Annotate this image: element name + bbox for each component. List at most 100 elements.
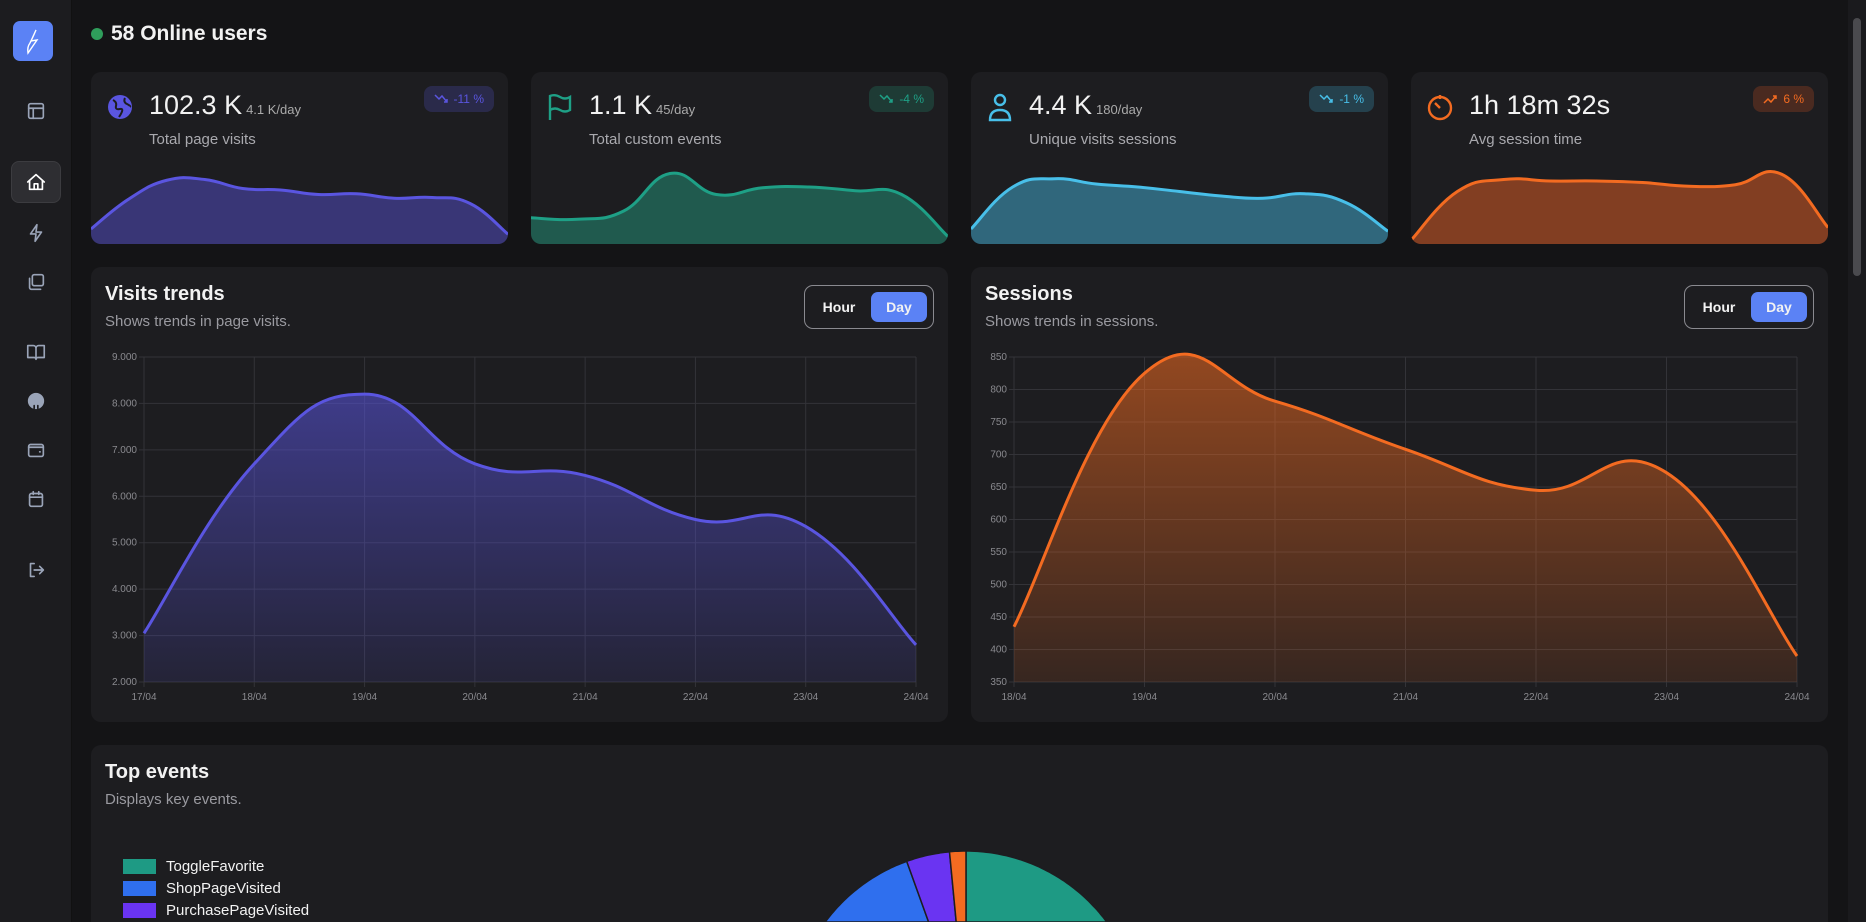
x-tick-label: 24/04 — [903, 692, 928, 703]
stat-per-day: 4.1 K/day — [246, 102, 302, 117]
y-tick-label: 8.000 — [112, 398, 137, 409]
user-icon — [988, 93, 1012, 122]
stat-value-text: 4.4 K — [1029, 90, 1093, 120]
book-icon — [26, 344, 46, 361]
layout-icon — [27, 102, 45, 120]
sidebar-item-docs[interactable] — [11, 331, 61, 373]
hour-button[interactable]: Hour — [1702, 299, 1736, 315]
stat-label: Total page visits — [149, 131, 256, 148]
logo-icon — [27, 29, 39, 55]
x-tick-label: 22/04 — [1523, 692, 1548, 703]
sparkline-line — [91, 176, 508, 236]
stat-value: 102.3 K 4.1 K/day — [149, 90, 301, 121]
visits-trends-card: Visits trends Shows trends in page visit… — [91, 267, 948, 722]
sparkline-line — [971, 177, 1388, 233]
timer-icon — [1427, 95, 1453, 121]
stat-value: 1h 18m 32s — [1469, 90, 1614, 121]
sparkline-area — [91, 177, 508, 244]
app-logo[interactable] — [13, 21, 53, 61]
sidebar-item-wallet[interactable] — [11, 429, 61, 471]
sparkline-area — [971, 178, 1388, 244]
day-button[interactable]: Day — [1751, 292, 1807, 322]
x-tick-label: 18/04 — [242, 692, 267, 703]
x-tick-label: 19/04 — [352, 692, 377, 703]
y-tick-label: 500 — [990, 580, 1007, 591]
calendar-icon — [28, 490, 44, 508]
x-tick-label: 20/04 — [1262, 692, 1287, 703]
stat-per-day: 180/day — [1096, 102, 1143, 117]
sparkline — [1411, 170, 1828, 244]
area-fill — [1014, 354, 1797, 682]
visits-title: Visits trends — [105, 283, 225, 305]
legend-label: PurchasePageVisited — [166, 901, 310, 919]
online-users-text: 58 Online users — [111, 22, 268, 45]
stat-value-text: 1h 18m 32s — [1469, 90, 1611, 120]
change-badge: -1 % — [1309, 86, 1374, 112]
pie-slice — [824, 860, 930, 922]
x-tick-label: 21/04 — [1393, 692, 1418, 703]
stat-card: 1.1 K 45/day Total custom events -4 % — [531, 72, 948, 244]
sparkline-line — [531, 171, 948, 238]
top-events-card: Top events Displays key events. ToggleFa… — [91, 745, 1828, 922]
stat-per-day: 45/day — [656, 102, 696, 117]
sessions-card: Sessions Shows trends in sessions. Hour D… — [971, 267, 1828, 722]
y-tick-label: 600 — [990, 515, 1007, 526]
series-line — [1012, 352, 1799, 657]
legend-label: ShopPageVisited — [166, 879, 281, 897]
online-users: 58 Online users — [91, 22, 267, 46]
trend-down-icon — [1319, 94, 1334, 103]
sparkline — [531, 171, 948, 244]
sidebar-item-logout[interactable] — [11, 549, 61, 591]
x-tick-label: 23/04 — [793, 692, 818, 703]
sidebar-item-github[interactable] — [11, 380, 61, 422]
sessions-subtitle: Shows trends in sessions. — [985, 313, 1159, 330]
scrollbar-thumb[interactable] — [1853, 18, 1861, 276]
sidebar-item-calendar[interactable] — [11, 478, 61, 520]
top-events-title: Top events — [105, 761, 210, 783]
sessions-chart: 350 400 450 500 550 600 650 700 750 800 850 18/04 19… — [990, 352, 1810, 703]
x-tick-label: 21/04 — [573, 692, 598, 703]
visits-range-toggle: Hour Day — [804, 285, 934, 329]
legend-item[interactable]: ToggleFavorite — [123, 855, 309, 877]
online-indicator — [91, 28, 103, 40]
y-tick-label: 2.000 — [112, 677, 137, 688]
change-value: 6 % — [1783, 92, 1804, 106]
sidebar — [0, 0, 72, 922]
x-tick-label: 17/04 — [131, 692, 156, 703]
change-badge: 6 % — [1753, 86, 1814, 112]
home-icon — [26, 173, 46, 191]
series-line — [142, 392, 918, 646]
sidebar-item-events[interactable] — [11, 212, 61, 254]
sparkline-area — [1411, 171, 1828, 244]
change-value: -1 % — [1339, 92, 1364, 106]
sessions-range-toggle: Hour Day — [1684, 285, 1814, 329]
stat-label: Avg session time — [1469, 131, 1583, 148]
y-tick-label: 7.000 — [112, 445, 137, 456]
x-tick-label: 24/04 — [1784, 692, 1809, 703]
legend-item[interactable]: ShopPageVisited — [123, 877, 309, 899]
github-icon — [27, 392, 45, 410]
sidebar-item-layout[interactable] — [11, 90, 61, 132]
x-tick-label: 19/04 — [1132, 692, 1157, 703]
stat-card: 4.4 K 180/day Unique visits sessions -1 % — [971, 72, 1388, 244]
stat-label: Total custom events — [589, 131, 722, 148]
legend-swatch — [123, 858, 156, 874]
lightning-icon — [29, 223, 43, 243]
hour-button[interactable]: Hour — [822, 299, 856, 315]
day-button[interactable]: Day — [871, 292, 927, 322]
y-tick-label: 350 — [990, 677, 1007, 688]
stat-value-text: 1.1 K — [589, 90, 653, 120]
legend-item[interactable]: PurchasePageVisited — [123, 899, 309, 921]
sidebar-item-home[interactable] — [11, 161, 61, 203]
pie-slice — [905, 850, 957, 922]
trend-down-icon — [879, 94, 894, 103]
y-tick-label: 650 — [990, 482, 1007, 493]
scrollbar[interactable] — [1848, 0, 1866, 922]
stat-value: 1.1 K 45/day — [589, 90, 695, 121]
trend-down-icon — [434, 94, 448, 103]
legend-swatch — [123, 902, 156, 918]
y-tick-label: 750 — [990, 417, 1007, 428]
sidebar-item-pages[interactable] — [11, 261, 61, 303]
y-tick-label: 450 — [990, 612, 1007, 623]
y-tick-label: 9.000 — [112, 352, 137, 363]
